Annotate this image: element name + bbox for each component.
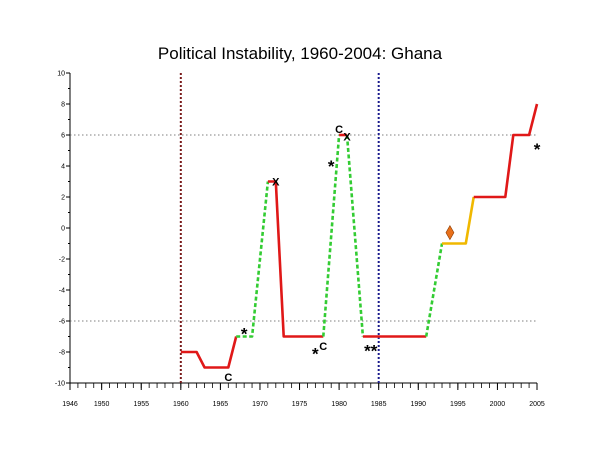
series-segment-red bbox=[180, 336, 238, 369]
x-tick-label: 1985 bbox=[371, 401, 387, 408]
x-tick-label: 1955 bbox=[133, 401, 149, 408]
series-segment-yellow bbox=[442, 196, 475, 245]
annotation-asterisk: * bbox=[328, 157, 335, 176]
y-tick-label: 4 bbox=[61, 164, 65, 171]
y-tick-label: 0 bbox=[61, 226, 65, 233]
y-tick-label: 10 bbox=[57, 71, 65, 78]
y-tick-label: -2 bbox=[59, 257, 65, 264]
series-segment-green bbox=[345, 134, 365, 337]
y-tick-label: -8 bbox=[59, 350, 65, 357]
y-tick-label: -4 bbox=[59, 288, 65, 295]
y-tick-label: 2 bbox=[61, 195, 65, 202]
x-tick-label: 2005 bbox=[529, 401, 545, 408]
annotation-c-mark: C bbox=[319, 341, 327, 353]
series-segment-green bbox=[322, 134, 341, 337]
x-tick-label: 1960 bbox=[173, 401, 189, 408]
annotation-c-mark: C bbox=[224, 372, 232, 384]
series-segment-red bbox=[473, 103, 539, 199]
series-segment-green bbox=[424, 243, 444, 337]
annotation-asterisk: * bbox=[312, 344, 319, 363]
x-tick-label: 1995 bbox=[450, 401, 466, 408]
annotation-x-mark: X bbox=[343, 132, 351, 144]
annotation-asterisk: * bbox=[534, 140, 541, 159]
x-tick-label: 1946 bbox=[62, 401, 78, 408]
x-tick-label: 1965 bbox=[213, 401, 229, 408]
annotation-asterisk: ** bbox=[364, 341, 378, 360]
y-tick-label: 8 bbox=[61, 102, 65, 109]
x-tick-label: 1990 bbox=[410, 401, 426, 408]
x-tick-label: 1980 bbox=[331, 401, 347, 408]
x-tick-label: 1970 bbox=[252, 401, 268, 408]
y-tick-label: 6 bbox=[61, 133, 65, 140]
y-tick-label: -10 bbox=[55, 381, 65, 388]
series-segment-red bbox=[267, 180, 324, 338]
x-tick-label: 1950 bbox=[94, 401, 110, 408]
y-tick-label: -6 bbox=[59, 319, 65, 326]
annotation-asterisk: * bbox=[241, 324, 248, 343]
annotation-c-mark: C bbox=[335, 124, 343, 136]
diamond-marker bbox=[445, 225, 455, 241]
x-tick-label: 1975 bbox=[292, 401, 308, 408]
chart-title: Political Instability, 1960-2004: Ghana bbox=[157, 44, 443, 63]
x-tick-label: 2000 bbox=[490, 401, 506, 408]
series-segment-green bbox=[236, 181, 270, 338]
annotation-x-mark: X bbox=[272, 177, 280, 189]
